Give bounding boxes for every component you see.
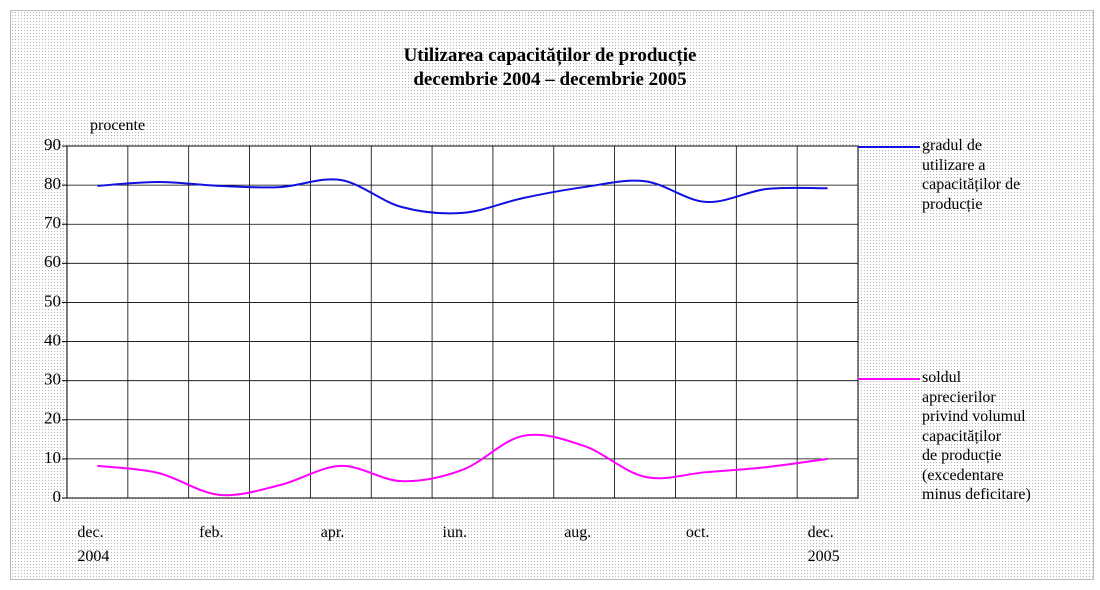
x-tick-label: feb. <box>199 524 224 541</box>
x-tick-label: dec. 2005 <box>807 524 840 565</box>
x-tick-label: apr. <box>320 524 345 541</box>
x-tick-label: oct. <box>685 524 710 541</box>
y-axis-label: procente <box>90 117 146 134</box>
legend-label: soldul aprecierilor privind volumul capa… <box>922 369 1031 503</box>
series-line <box>97 433 828 497</box>
series-line <box>97 178 828 215</box>
y-tick-label: 60 <box>44 252 61 271</box>
y-tick-label: 0 <box>53 487 62 506</box>
chart-title: Utilizarea capacităților de producție de… <box>403 45 697 90</box>
y-tick-label: 50 <box>44 291 61 310</box>
y-tick-label: 70 <box>44 213 61 232</box>
y-tick-label: 40 <box>44 330 61 349</box>
y-tick-label: 90 <box>44 135 61 154</box>
x-tick-label: dec. 2004 <box>77 524 110 565</box>
y-tick-label: 10 <box>44 448 61 467</box>
x-tick-label: iun. <box>442 524 467 541</box>
y-tick-label: 30 <box>44 370 61 389</box>
y-tick-label: 80 <box>44 174 61 193</box>
plot-area <box>66 145 859 499</box>
x-tick-label: aug. <box>564 524 592 541</box>
y-tick-label: 20 <box>44 409 61 428</box>
legend-label: gradul de utilizare a capacităților de p… <box>922 137 1021 213</box>
